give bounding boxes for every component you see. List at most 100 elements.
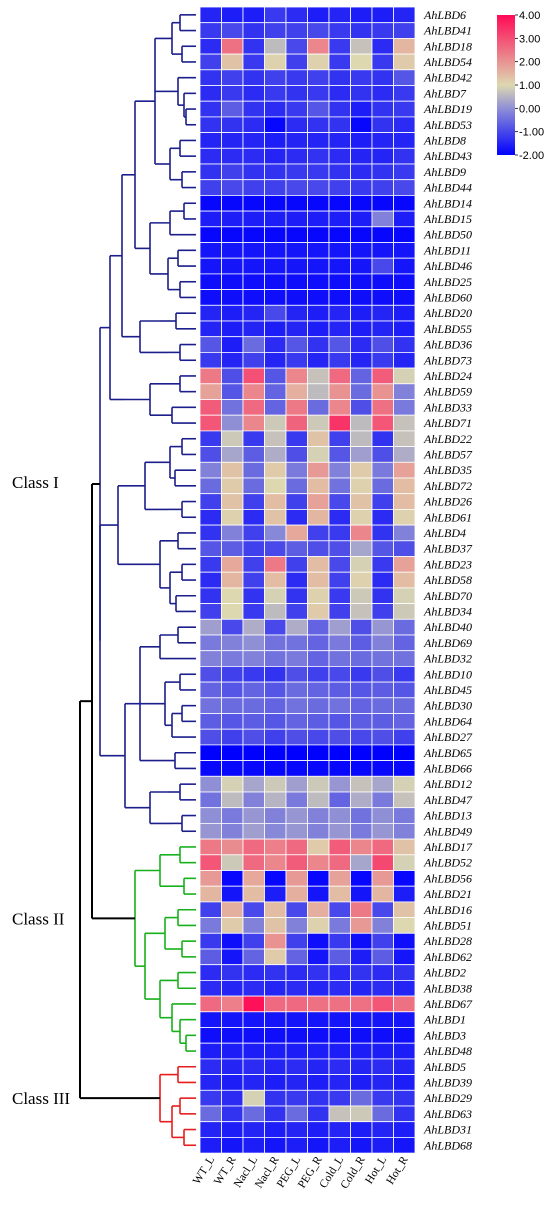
heatmap-cell-AhLBD32-Hot_L bbox=[371, 650, 394, 667]
heatmap-cell-AhLBD15-PEG_R bbox=[307, 210, 330, 228]
heatmap-cell-AhLBD51-Hot_R bbox=[393, 917, 416, 934]
heatmap-cell-AhLBD28-Nacl_L bbox=[242, 932, 265, 950]
heatmap-cell-AhLBD2-Nacl_R bbox=[264, 964, 287, 981]
heatmap-cell-AhLBD72-Cold_L bbox=[328, 477, 351, 495]
heatmap-cell-AhLBD29-Nacl_R bbox=[264, 1089, 287, 1107]
row-label-AhLBD3: AhLBD3 bbox=[423, 1028, 466, 1042]
heatmap-cell-AhLBD14-Hot_L bbox=[371, 194, 394, 212]
heatmap-cell-AhLBD65-Hot_R bbox=[393, 744, 416, 762]
heatmap-cell-AhLBD69-Cold_R bbox=[350, 634, 373, 652]
heatmap-cell-AhLBD54-PEG_L bbox=[285, 53, 308, 71]
heatmap-cell-AhLBD41-Cold_L bbox=[328, 22, 351, 39]
heatmap-cell-AhLBD34-Cold_L bbox=[328, 603, 351, 620]
heatmap-cell-AhLBD48-Cold_R bbox=[350, 1042, 373, 1060]
heatmap-cell-AhLBD40-PEG_L bbox=[285, 618, 308, 636]
heatmap-cell-AhLBD30-Nacl_R bbox=[264, 697, 287, 714]
heatmap-cell-AhLBD63-WT_R bbox=[221, 1105, 244, 1123]
heatmap-cell-AhLBD6-Nacl_R bbox=[264, 6, 287, 24]
heatmap-cell-AhLBD58-Nacl_L bbox=[242, 571, 265, 589]
row-label-AhLBD28: AhLBD28 bbox=[423, 934, 472, 948]
heatmap-cell-AhLBD39-Hot_L bbox=[371, 1074, 394, 1091]
row-label-AhLBD39: AhLBD39 bbox=[423, 1075, 472, 1089]
heatmap-cell-AhLBD57-Cold_R bbox=[350, 446, 373, 463]
heatmap-cell-AhLBD54-Cold_R bbox=[350, 53, 373, 71]
heatmap-cell-AhLBD51-Hot_L bbox=[371, 917, 394, 934]
heatmap-cell-AhLBD70-PEG_R bbox=[307, 587, 330, 605]
heatmap-cell-AhLBD1-Nacl_L bbox=[242, 1011, 265, 1028]
heatmap-cell-AhLBD50-PEG_L bbox=[285, 226, 308, 243]
heatmap-cell-AhLBD27-Cold_L bbox=[328, 728, 351, 746]
row-label-AhLBD59: AhLBD59 bbox=[423, 385, 472, 399]
heatmap-cell-AhLBD24-Cold_R bbox=[350, 367, 373, 385]
heatmap-cell-AhLBD31-Nacl_R bbox=[264, 1121, 287, 1138]
heatmap-cell-AhLBD3-PEG_L bbox=[285, 1027, 308, 1044]
heatmap-cell-AhLBD57-Nacl_R bbox=[264, 446, 287, 463]
heatmap-cell-AhLBD6-Cold_L bbox=[328, 6, 351, 24]
heatmap-cell-AhLBD68-Nacl_R bbox=[264, 1137, 287, 1154]
heatmap-cell-AhLBD51-WT_L bbox=[199, 917, 222, 934]
row-label-AhLBD69: AhLBD69 bbox=[423, 636, 472, 650]
heatmap-cell-AhLBD59-Cold_R bbox=[350, 383, 373, 400]
heatmap-cell-AhLBD51-WT_R bbox=[221, 917, 244, 934]
heatmap-cell-AhLBD27-PEG_L bbox=[285, 728, 308, 746]
heatmap-cell-AhLBD32-Cold_L bbox=[328, 650, 351, 667]
heatmap-cell-AhLBD17-WT_R bbox=[221, 838, 244, 856]
heatmap-cell-AhLBD20-Hot_L bbox=[371, 304, 394, 322]
heatmap-cell-AhLBD19-WT_R bbox=[221, 100, 244, 118]
heatmap-cell-AhLBD45-PEG_R bbox=[307, 681, 330, 699]
heatmap-cell-AhLBD45-Cold_L bbox=[328, 681, 351, 699]
heatmap-cell-AhLBD20-WT_R bbox=[221, 304, 244, 322]
heatmap-cell-AhLBD19-WT_L bbox=[199, 100, 222, 118]
heatmap-cell-AhLBD63-Cold_L bbox=[328, 1105, 351, 1123]
heatmap-cell-AhLBD4-WT_L bbox=[199, 524, 222, 542]
heatmap-cell-AhLBD30-Cold_L bbox=[328, 697, 351, 714]
heatmap-cell-AhLBD11-WT_L bbox=[199, 242, 222, 259]
heatmap-cell-AhLBD28-WT_L bbox=[199, 932, 222, 950]
heatmap-cell-AhLBD71-Hot_R bbox=[393, 414, 416, 432]
heatmap-cell-AhLBD58-Cold_L bbox=[328, 571, 351, 589]
heatmap-cell-AhLBD46-Hot_R bbox=[393, 257, 416, 275]
heatmap-cell-AhLBD4-Nacl_R bbox=[264, 524, 287, 542]
heatmap-cell-AhLBD23-Hot_L bbox=[371, 556, 394, 573]
heatmap-cell-AhLBD1-Hot_R bbox=[393, 1011, 416, 1028]
heatmap-cell-AhLBD1-WT_L bbox=[199, 1011, 222, 1028]
heatmap-cell-AhLBD25-Nacl_R bbox=[264, 273, 287, 290]
heatmap-cell-AhLBD31-WT_R bbox=[221, 1121, 244, 1138]
heatmap-cell-AhLBD33-PEG_R bbox=[307, 399, 330, 416]
heatmap-cell-AhLBD47-PEG_R bbox=[307, 791, 330, 809]
heatmap-cell-AhLBD7-Hot_L bbox=[371, 85, 394, 102]
heatmap-cell-AhLBD36-Cold_L bbox=[328, 336, 351, 353]
heatmap-cell-AhLBD10-Nacl_R bbox=[264, 666, 287, 683]
heatmap-cell-AhLBD49-Hot_L bbox=[371, 823, 394, 840]
row-label-AhLBD68: AhLBD68 bbox=[423, 1138, 472, 1152]
heatmap-cell-AhLBD41-Hot_R bbox=[393, 22, 416, 39]
heatmap-cell-AhLBD1-Cold_L bbox=[328, 1011, 351, 1028]
heatmap-cell-AhLBD56-Cold_R bbox=[350, 870, 373, 887]
heatmap-cell-AhLBD67-Nacl_L bbox=[242, 995, 265, 1013]
heatmap-cell-AhLBD73-Nacl_R bbox=[264, 351, 287, 369]
heatmap-cell-AhLBD6-Cold_R bbox=[350, 6, 373, 24]
heatmap-cell-AhLBD46-Hot_L bbox=[371, 257, 394, 275]
heatmap-cell-AhLBD25-Cold_L bbox=[328, 273, 351, 290]
heatmap-cell-AhLBD11-Cold_R bbox=[350, 242, 373, 259]
heatmap-cell-AhLBD13-WT_L bbox=[199, 807, 222, 824]
heatmap-cell-AhLBD43-Hot_L bbox=[371, 147, 394, 165]
heatmap-cell-AhLBD71-PEG_R bbox=[307, 414, 330, 432]
row-label-AhLBD34: AhLBD34 bbox=[423, 604, 472, 618]
heatmap-cell-AhLBD58-Nacl_R bbox=[264, 571, 287, 589]
heatmap-cell-AhLBD50-Cold_L bbox=[328, 226, 351, 243]
color-legend-label: 3.00 bbox=[519, 33, 540, 45]
heatmap-cell-AhLBD3-Nacl_R bbox=[264, 1027, 287, 1044]
heatmap-cell-AhLBD11-Hot_L bbox=[371, 242, 394, 259]
heatmap-cell-AhLBD20-Hot_R bbox=[393, 304, 416, 322]
heatmap-cell-AhLBD22-WT_L bbox=[199, 430, 222, 447]
heatmap-cell-AhLBD38-Cold_L bbox=[328, 980, 351, 997]
heatmap-cell-AhLBD16-Nacl_R bbox=[264, 901, 287, 919]
heatmap-cell-AhLBD69-Nacl_L bbox=[242, 634, 265, 652]
heatmap-cell-AhLBD23-WT_L bbox=[199, 556, 222, 573]
heatmap-cell-AhLBD54-Hot_R bbox=[393, 53, 416, 71]
heatmap-cell-AhLBD58-Cold_R bbox=[350, 571, 373, 589]
heatmap-cell-AhLBD32-WT_L bbox=[199, 650, 222, 667]
heatmap-cell-AhLBD30-PEG_L bbox=[285, 697, 308, 714]
heatmap-cell-AhLBD52-Cold_L bbox=[328, 854, 351, 871]
